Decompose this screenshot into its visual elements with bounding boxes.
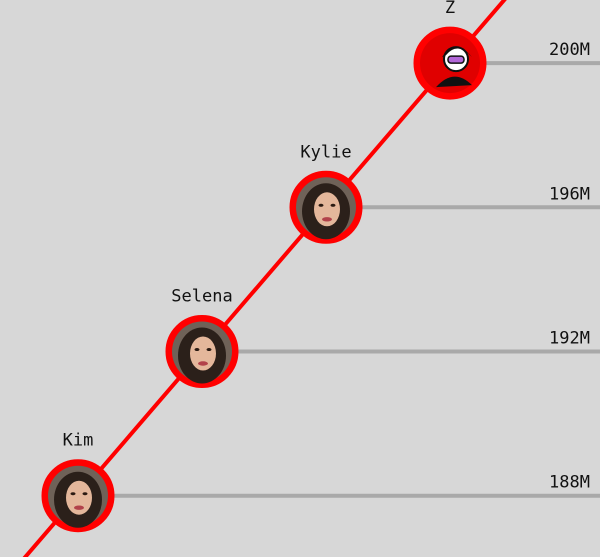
y-tick-label: 188M	[549, 473, 590, 493]
portrait-eye-icon	[70, 492, 76, 496]
y-tick-label: 196M	[549, 184, 590, 204]
portrait-eye-icon	[82, 492, 88, 496]
point-label: Kylie	[300, 142, 351, 162]
point-label: Z	[445, 0, 455, 18]
portrait-face-icon	[190, 336, 216, 371]
portrait-face-icon	[66, 480, 92, 515]
tick-labels: 188M 192M 196M 200M	[549, 40, 590, 493]
y-tick-label: 200M	[549, 40, 590, 60]
data-point-selena[interactable]: Selena	[165, 287, 239, 389]
portrait-lips-icon	[322, 217, 332, 222]
portrait-eye-icon	[318, 203, 324, 207]
portrait-eye-icon	[194, 348, 200, 352]
portrait-lips-icon	[198, 361, 208, 366]
point-label: Kim	[63, 431, 94, 451]
gridlines	[78, 61, 600, 498]
portrait-lips-icon	[74, 505, 84, 510]
portrait-eye-icon	[206, 348, 212, 352]
data-point-z[interactable]: Z	[413, 0, 487, 100]
cartoon-body-icon	[436, 76, 472, 88]
point-label: Selena	[171, 287, 232, 307]
y-tick-label: 192M	[549, 329, 590, 349]
data-point-kim[interactable]: Kim	[41, 431, 115, 533]
portrait-eye-icon	[330, 203, 336, 207]
data-point-kylie[interactable]: Kylie	[289, 142, 363, 244]
cartoon-hair-icon	[442, 47, 472, 58]
markers-layer: Kim Selena Kylie Z	[41, 0, 487, 533]
cartoon-glasses-icon	[447, 55, 465, 64]
portrait-face-icon	[314, 192, 340, 227]
